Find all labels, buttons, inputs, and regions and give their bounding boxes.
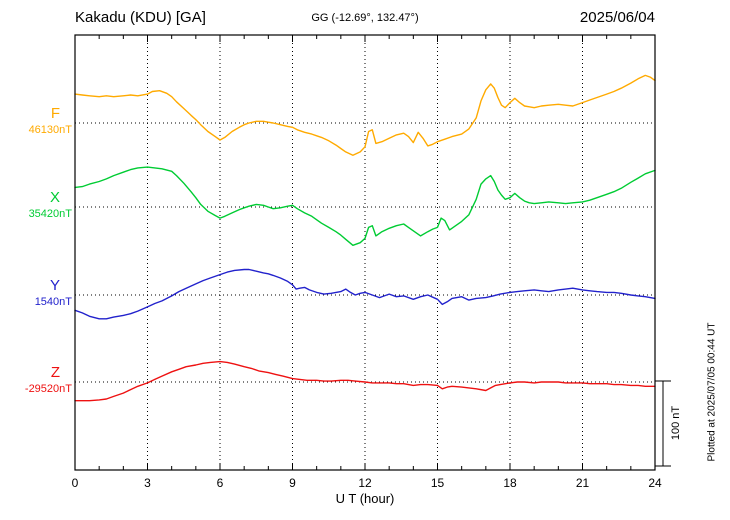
x-tick-label: 24 xyxy=(648,476,662,490)
x-tick-label: 9 xyxy=(289,476,296,490)
x-tick-label: 12 xyxy=(358,476,372,490)
series-baseline-y: 1540nT xyxy=(34,296,72,308)
geographic-coords: GG (-12.69°, 132.47°) xyxy=(311,12,419,24)
x-tick-label: 18 xyxy=(503,476,517,490)
series-label-x: X xyxy=(49,189,60,206)
series-baseline-f: 46130nT xyxy=(28,124,72,136)
series-label-f: F xyxy=(50,105,60,122)
x-tick-label: 3 xyxy=(144,476,151,490)
station-title: Kakadu (KDU) [GA] xyxy=(75,9,206,26)
series-baseline-x: 35420nT xyxy=(28,208,72,220)
x-tick-label: 21 xyxy=(575,476,590,490)
x-tick-label: 6 xyxy=(216,476,224,490)
series-label-y: Y xyxy=(49,277,60,294)
scale-bar-label: 100 nT xyxy=(670,405,682,441)
x-tick-label: 15 xyxy=(430,476,445,490)
x-axis-label: U T (hour) xyxy=(335,491,395,506)
plotted-at-note: Plotted at 2025/07/05 00:44 UT xyxy=(706,322,718,462)
series-baseline-z: -29520nT xyxy=(24,383,72,395)
x-tick-label: 0 xyxy=(71,476,79,490)
series-label-z: Z xyxy=(50,364,60,381)
plot-date: 2025/06/04 xyxy=(579,9,655,26)
